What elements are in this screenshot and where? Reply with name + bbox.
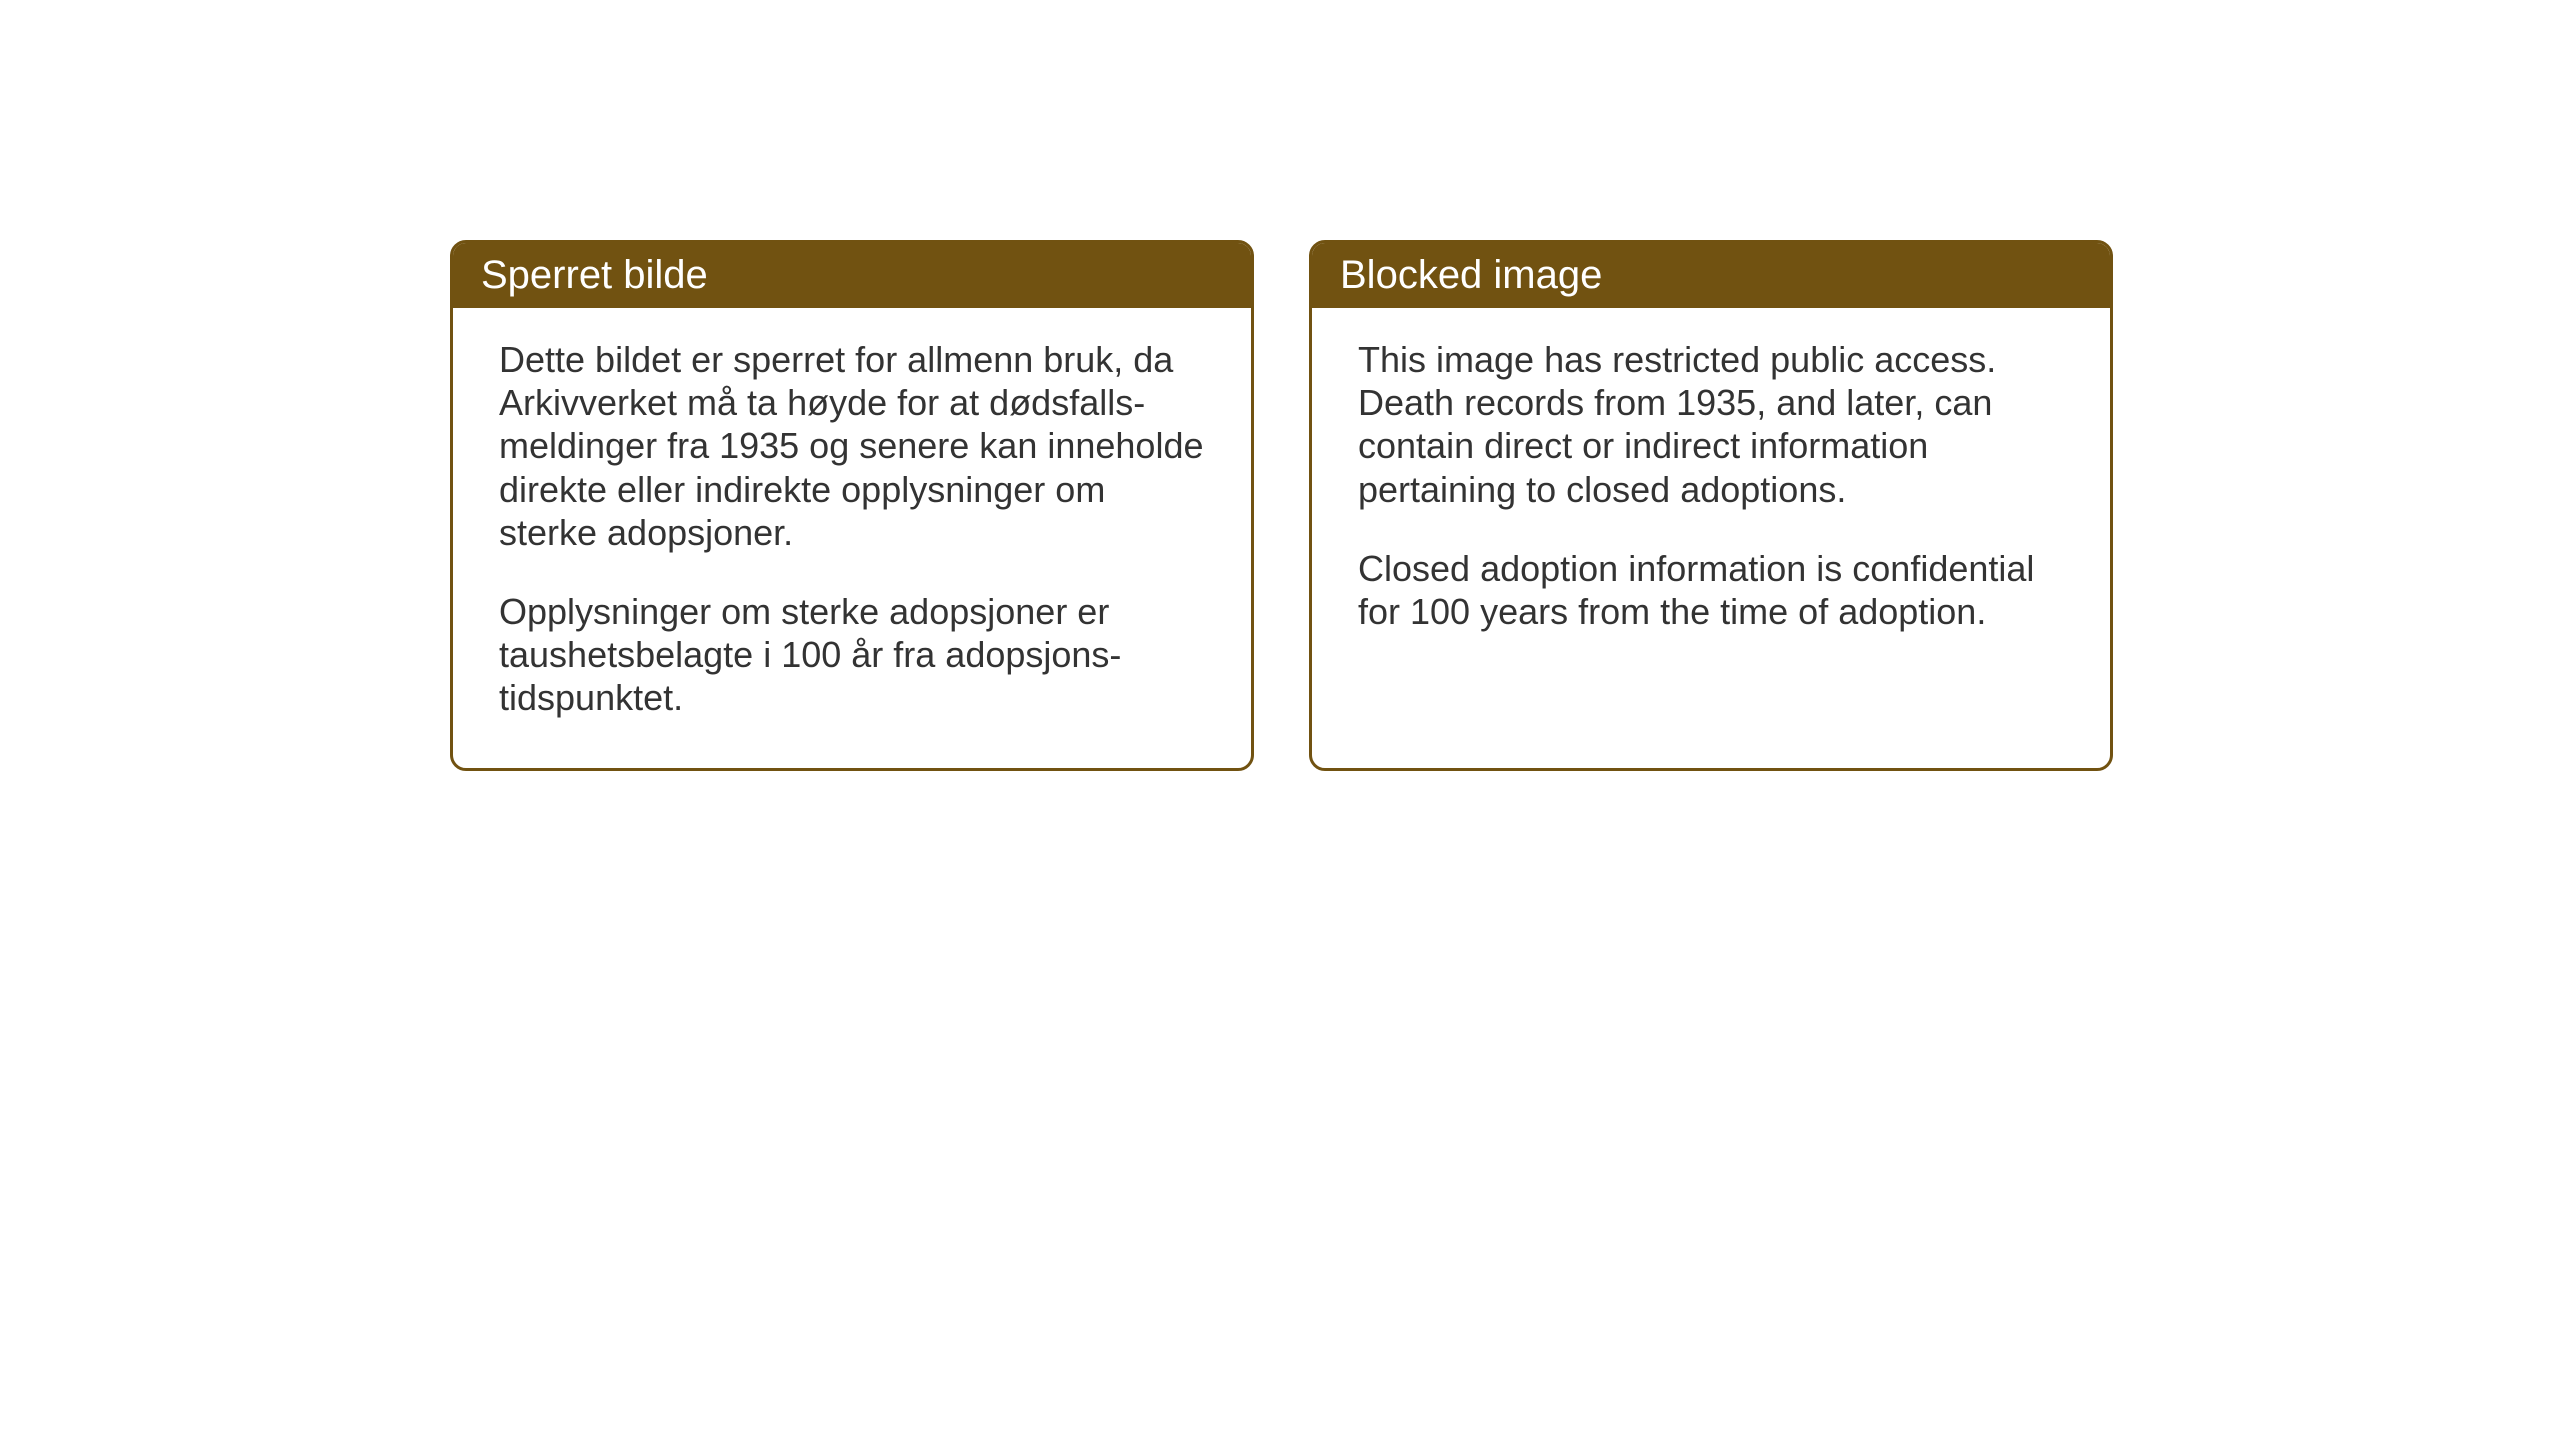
card-paragraph1-norwegian: Dette bildet er sperret for allmenn bruk… — [499, 338, 1205, 554]
card-header-norwegian: Sperret bilde — [453, 243, 1251, 308]
card-norwegian: Sperret bilde Dette bildet er sperret fo… — [450, 240, 1254, 771]
card-title-norwegian: Sperret bilde — [481, 253, 708, 297]
card-body-english: This image has restricted public access.… — [1312, 308, 2110, 681]
card-paragraph2-english: Closed adoption information is confident… — [1358, 547, 2064, 633]
card-header-english: Blocked image — [1312, 243, 2110, 308]
card-body-norwegian: Dette bildet er sperret for allmenn bruk… — [453, 308, 1251, 768]
card-title-english: Blocked image — [1340, 253, 1602, 297]
card-english: Blocked image This image has restricted … — [1309, 240, 2113, 771]
cards-container: Sperret bilde Dette bildet er sperret fo… — [450, 240, 2113, 771]
card-paragraph1-english: This image has restricted public access.… — [1358, 338, 2064, 511]
card-paragraph2-norwegian: Opplysninger om sterke adopsjoner er tau… — [499, 590, 1205, 720]
